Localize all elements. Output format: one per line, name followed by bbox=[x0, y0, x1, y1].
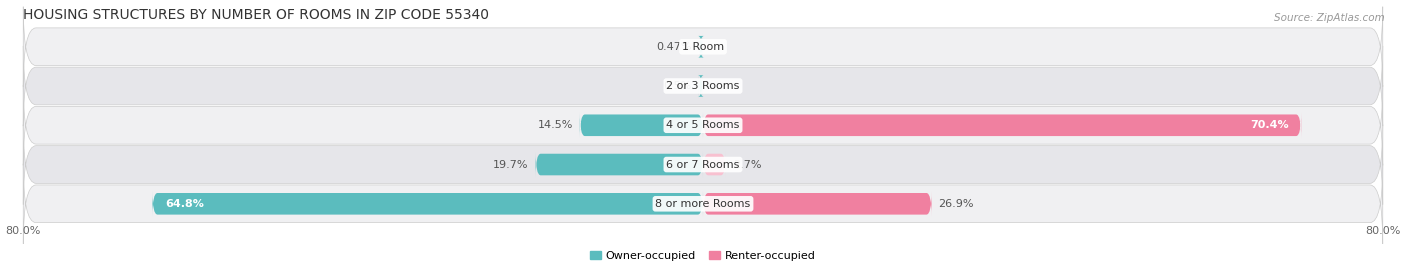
FancyBboxPatch shape bbox=[703, 112, 1301, 138]
Text: 0.5%: 0.5% bbox=[664, 81, 692, 91]
FancyBboxPatch shape bbox=[703, 152, 725, 177]
Text: 26.9%: 26.9% bbox=[938, 199, 974, 209]
FancyBboxPatch shape bbox=[152, 191, 703, 217]
FancyBboxPatch shape bbox=[24, 7, 1382, 87]
Text: 6 or 7 Rooms: 6 or 7 Rooms bbox=[666, 160, 740, 169]
Text: 70.4%: 70.4% bbox=[1250, 120, 1288, 130]
FancyBboxPatch shape bbox=[703, 191, 932, 217]
FancyBboxPatch shape bbox=[697, 73, 704, 99]
Legend: Owner-occupied, Renter-occupied: Owner-occupied, Renter-occupied bbox=[591, 251, 815, 261]
Text: 4 or 5 Rooms: 4 or 5 Rooms bbox=[666, 120, 740, 130]
Text: 0.47%: 0.47% bbox=[657, 42, 692, 52]
FancyBboxPatch shape bbox=[697, 34, 704, 59]
FancyBboxPatch shape bbox=[24, 125, 1382, 205]
FancyBboxPatch shape bbox=[24, 164, 1382, 244]
FancyBboxPatch shape bbox=[536, 152, 703, 177]
FancyBboxPatch shape bbox=[24, 85, 1382, 165]
Text: 2 or 3 Rooms: 2 or 3 Rooms bbox=[666, 81, 740, 91]
Text: 1 Room: 1 Room bbox=[682, 42, 724, 52]
Text: 19.7%: 19.7% bbox=[494, 160, 529, 169]
Text: 14.5%: 14.5% bbox=[537, 120, 574, 130]
Text: Source: ZipAtlas.com: Source: ZipAtlas.com bbox=[1274, 13, 1385, 23]
Text: HOUSING STRUCTURES BY NUMBER OF ROOMS IN ZIP CODE 55340: HOUSING STRUCTURES BY NUMBER OF ROOMS IN… bbox=[24, 8, 489, 22]
Text: 64.8%: 64.8% bbox=[165, 199, 204, 209]
Text: 8 or more Rooms: 8 or more Rooms bbox=[655, 199, 751, 209]
Text: 2.7%: 2.7% bbox=[733, 160, 761, 169]
FancyBboxPatch shape bbox=[24, 46, 1382, 126]
FancyBboxPatch shape bbox=[579, 112, 703, 138]
